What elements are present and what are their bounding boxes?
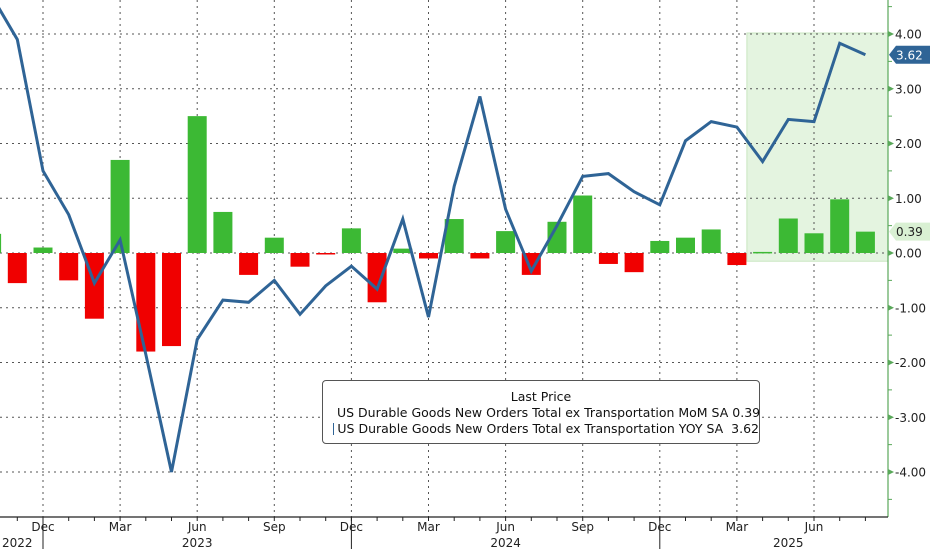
highlight-region [746,32,889,262]
y-tick-label: 0.00 [895,247,922,261]
y-tick-arrow [888,359,894,366]
bar-2025-02 [701,229,721,253]
bar-2024-04 [444,219,464,253]
bar-2024-01 [367,253,387,303]
x-tick-label: Sep [263,520,286,534]
legend: Last Price US Durable Goods New Orders T… [322,380,760,444]
y-tick-label: 1.00 [895,192,922,206]
bar-2025-07 [830,199,850,253]
legend-value: 3.62 [731,421,759,436]
bar-2024-03 [419,253,438,259]
year-label: 2024 [490,536,521,549]
y-tick-arrow [888,195,894,202]
x-tick-label: Jun [495,520,515,534]
bar-2025-01 [676,237,695,253]
y-tick-arrow [888,414,894,421]
y-tick-label: -1.00 [895,301,926,315]
y-tick-label: 2.00 [895,137,922,151]
last-value-label: 3.62 [896,48,923,62]
bar-2025-08 [855,231,875,253]
y-tick-label: -4.00 [895,466,926,480]
bar-2024-11 [624,253,644,273]
bar-2023-03 [110,159,130,253]
x-tick-label: Jun [804,520,824,534]
last-value-tag [889,45,930,64]
bar-2025-04 [753,251,773,254]
y-tick-arrow [888,140,894,147]
year-label: 2022 [2,536,33,549]
bar-2024-09 [573,195,593,253]
bar-2024-02 [393,248,413,253]
bar-2022-10 [0,233,2,253]
y-tick-label: 3.00 [895,82,922,96]
bar-2023-12 [341,228,361,253]
bar-2023-07 [213,211,233,253]
y-tick-arrow [888,85,894,92]
y-tick-label: -3.00 [895,411,926,425]
bar-2022-12 [33,247,53,253]
x-tick-label: Mar [417,520,440,534]
bar-2023-08 [239,253,259,275]
x-tick-label: Mar [109,520,132,534]
x-tick-label: Jun [187,520,207,534]
legend-entry-mom: US Durable Goods New Orders Total ex Tra… [333,405,761,420]
y-tick-label: -2.00 [895,356,926,370]
y-tick-label: 4.00 [895,28,922,42]
bar-2024-08 [547,221,567,253]
legend-label: US Durable Goods New Orders Total ex Tra… [337,405,729,420]
y-tick-arrow [888,469,894,475]
last-value-label: 0.39 [896,225,923,239]
legend-label: US Durable Goods New Orders Total ex Tra… [337,421,724,436]
y-tick-arrow [888,31,894,37]
bar-2024-12 [650,240,670,253]
bar-2022-11 [7,253,27,284]
legend-entry-yoy: US Durable Goods New Orders Total ex Tra… [333,421,759,436]
bar-2023-10 [290,253,310,267]
x-tick-label: Mar [726,520,749,534]
bar-2024-05 [470,253,490,259]
last-value-tag [889,222,930,241]
legend-value: 0.39 [732,405,761,420]
bar-2023-05 [162,253,181,347]
legend-title: Last Price [510,389,572,404]
year-label: 2025 [773,536,804,549]
y-tick-arrow [888,250,894,256]
bar-2023-01 [59,253,79,281]
bar-2023-09 [264,237,284,253]
bar-2024-06 [496,231,516,253]
y-tick-arrow [888,304,894,311]
bar-2025-06 [804,233,824,253]
year-label: 2023 [182,536,213,549]
bar-2025-05 [778,218,798,253]
bar-2025-03 [727,253,747,266]
bar-2023-04 [136,253,156,352]
bar-2023-11 [316,253,336,255]
bar-2024-10 [598,253,618,264]
bar-2023-06 [187,116,207,253]
x-tick-label: Sep [571,520,594,534]
